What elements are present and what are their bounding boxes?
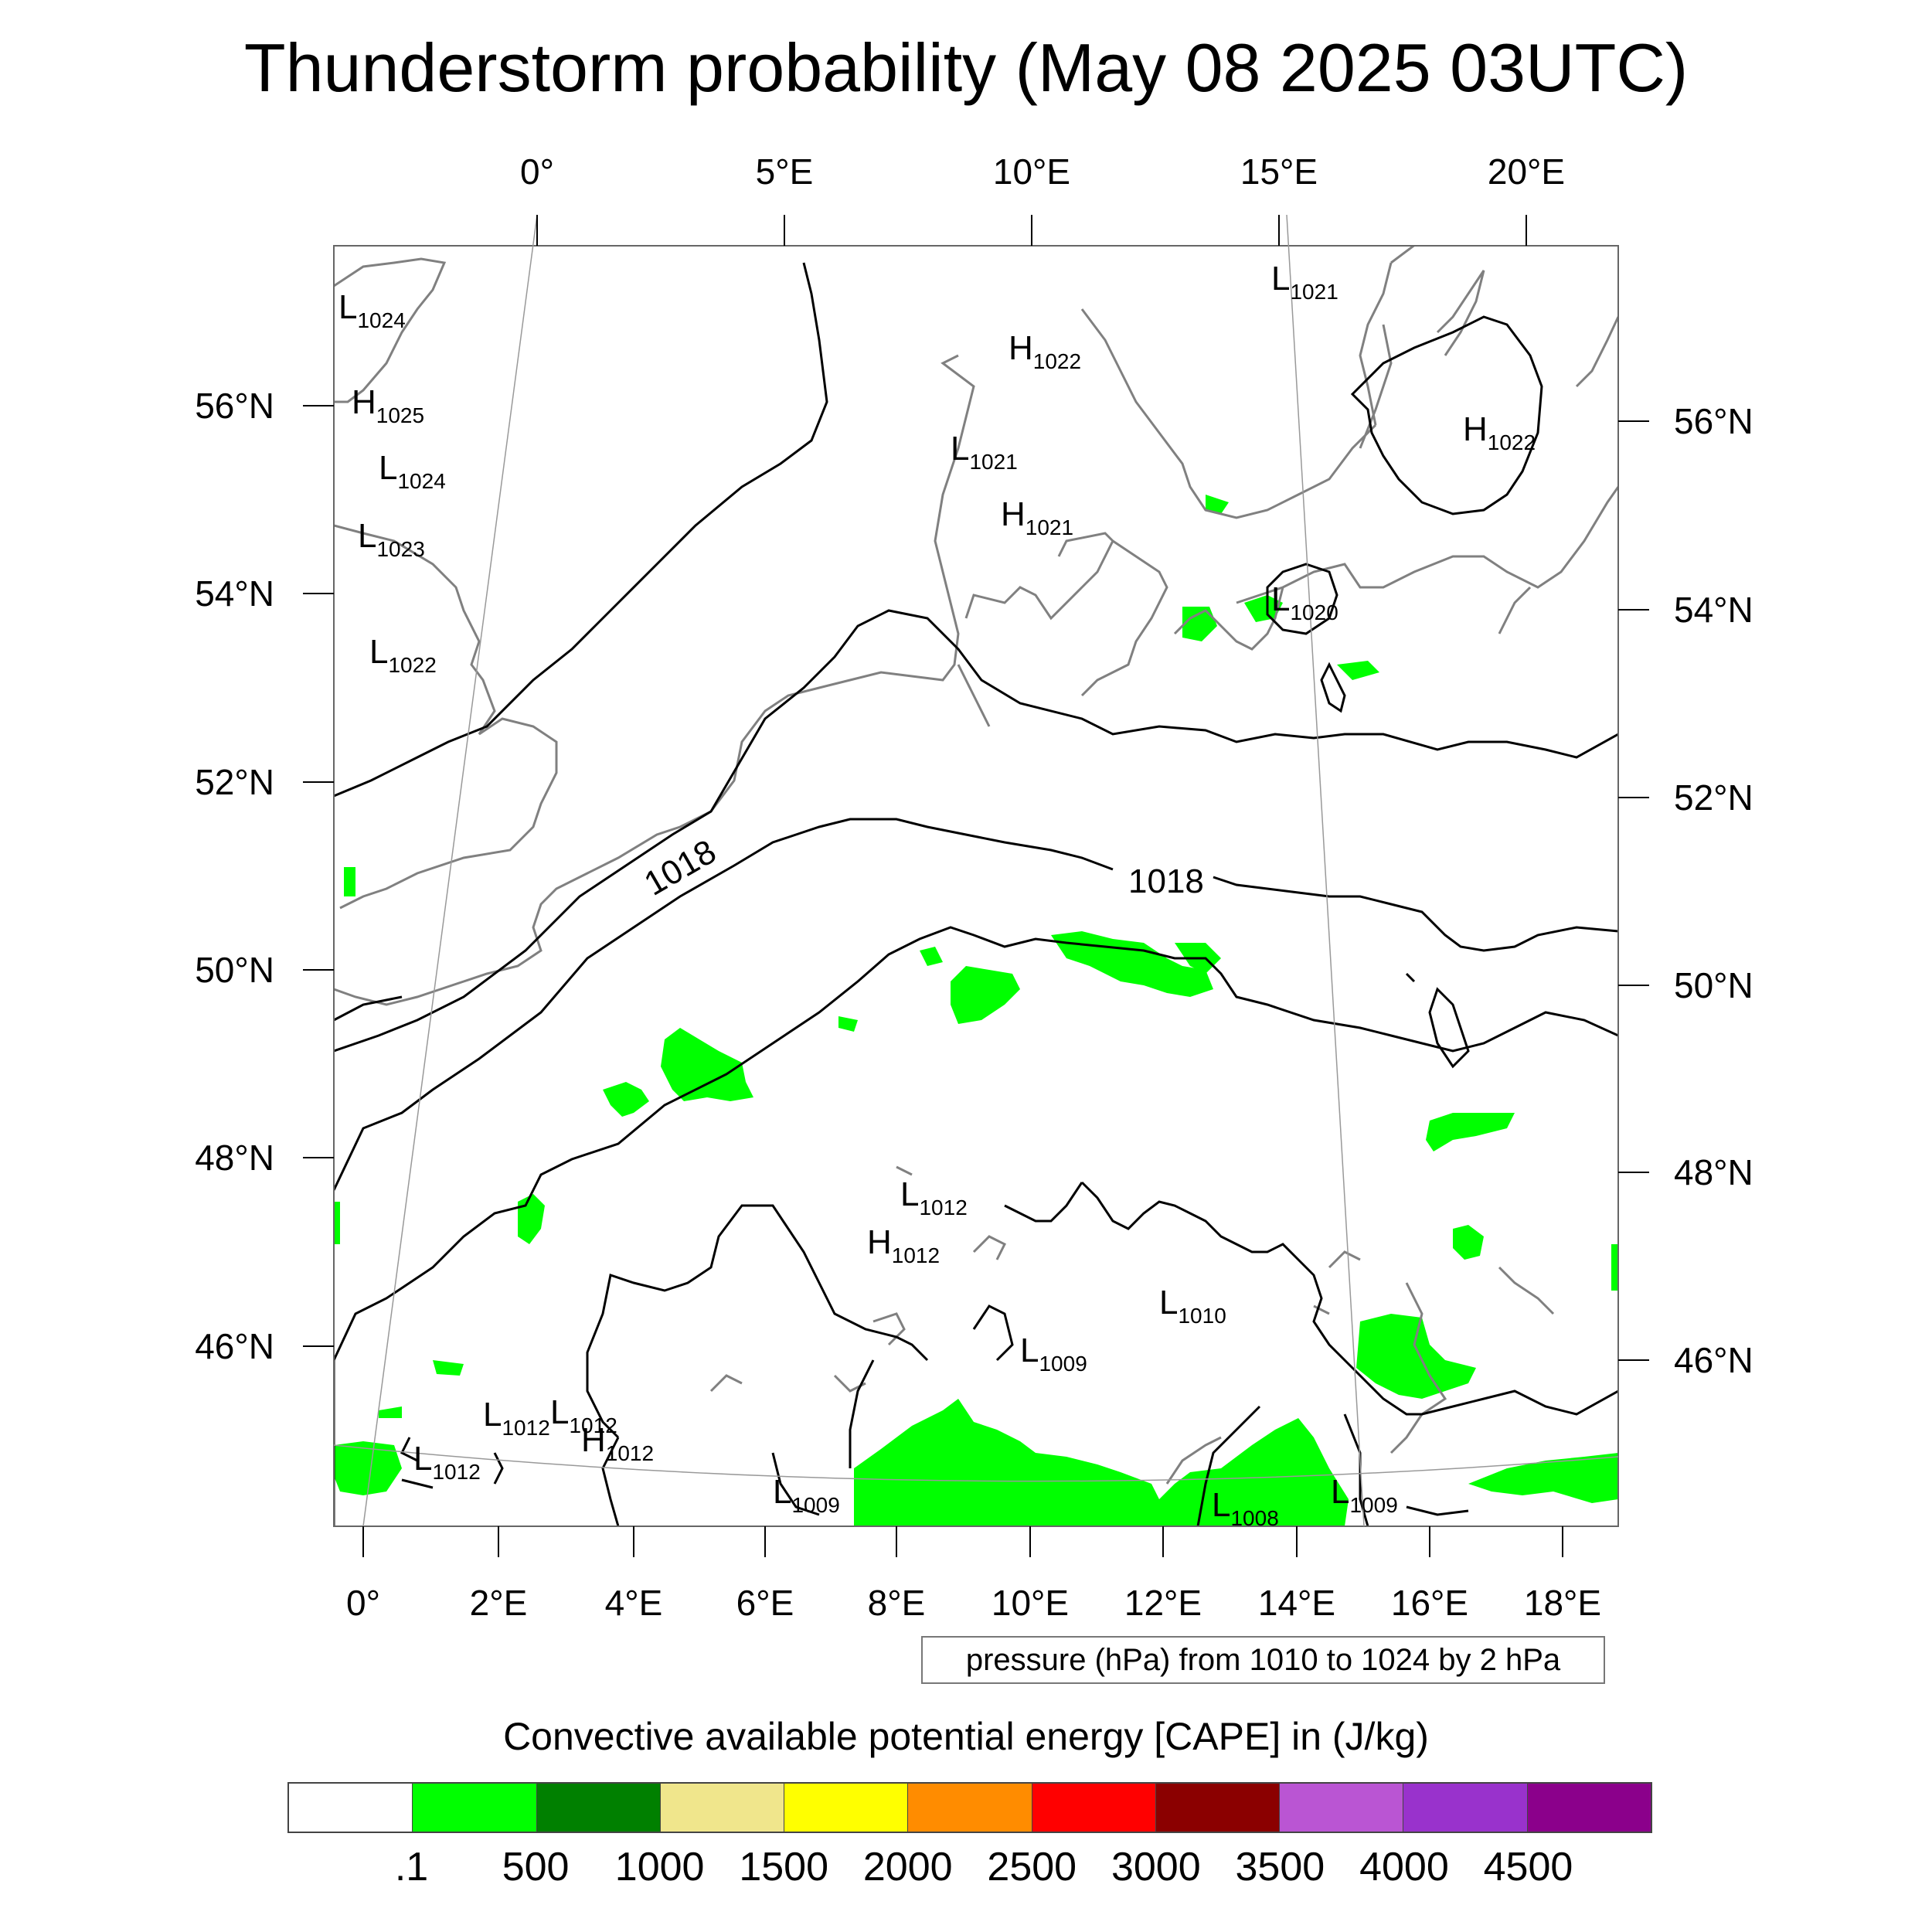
bottom-lon-label: 18°E (1524, 1583, 1601, 1623)
pressure-center-label: L1024 (338, 288, 406, 332)
bottom-lon-label: 6°E (736, 1583, 794, 1623)
pressure-center-label: L1022 (369, 633, 437, 677)
colorbar-swatch (289, 1784, 413, 1832)
isobars (334, 262, 1618, 1526)
pressure-center-label: H1021 (1001, 495, 1073, 539)
colorbar-swatch (1527, 1784, 1651, 1832)
left-lat-label: 48°N (195, 1138, 274, 1178)
page-title: Thunderstorm probability (May 08 2025 03… (243, 29, 1689, 106)
right-lat-label: 46°N (1674, 1340, 1753, 1380)
pressure-centers: L1024 H1025 L1024 L1023 L1022 H1022 L102… (338, 260, 1536, 1530)
colorbar-swatch (1403, 1784, 1528, 1832)
pressure-center-label: L1009 (1020, 1332, 1087, 1376)
left-lat-label: 50°N (195, 950, 274, 990)
pressure-center-label: L1012 (550, 1393, 617, 1437)
top-lon-label: 20°E (1488, 151, 1565, 192)
right-lat-label: 48°N (1674, 1152, 1753, 1192)
colorbar-label: 4000 (1359, 1845, 1449, 1889)
colorbar-label: 4500 (1483, 1845, 1573, 1889)
pressure-center-label: L1021 (1271, 260, 1338, 304)
contour-label: 1018 (1128, 862, 1204, 900)
right-lat-label: 54°N (1674, 590, 1753, 630)
colorbar-swatch (1155, 1784, 1281, 1832)
colorbar-swatch (1032, 1784, 1156, 1832)
colorbar-swatch (908, 1784, 1032, 1832)
pressure-center-label: L1023 (358, 517, 425, 561)
colorbar-swatch (1280, 1784, 1404, 1832)
coastlines (334, 246, 1618, 1485)
pressure-center-label: H1012 (581, 1421, 654, 1465)
colorbar (287, 1782, 1652, 1833)
left-lat-label: 54°N (195, 573, 274, 614)
colorbar-label: .1 (394, 1845, 429, 1889)
map-frame (333, 245, 1619, 1527)
graticule (333, 214, 1619, 1527)
pressure-center-label: L1021 (951, 430, 1018, 474)
pressure-center-label: L1012 (413, 1440, 481, 1484)
bottom-lon-label: 2°E (470, 1583, 528, 1623)
contour-label: 1018 (638, 832, 723, 903)
pressure-center-label: H1022 (1463, 410, 1536, 454)
pressure-center-label: L1020 (1271, 580, 1338, 624)
bottom-lon-label: 10°E (992, 1583, 1069, 1623)
right-lat-label: 52°N (1674, 777, 1753, 818)
pressure-center-label: L1008 (1212, 1486, 1279, 1530)
pressure-center-label: H1022 (1009, 329, 1081, 373)
colorbar-swatch (784, 1784, 909, 1832)
colorbar-label: 3500 (1235, 1845, 1325, 1889)
colorbar-label: 500 (502, 1845, 570, 1889)
colorbar-label: 1500 (739, 1845, 829, 1889)
colorbar-label: 2500 (987, 1845, 1077, 1889)
top-lon-label: 10°E (993, 151, 1070, 192)
colorbar-swatch (413, 1784, 537, 1832)
colorbar-label: 1000 (614, 1845, 705, 1889)
top-lon-label: 5°E (756, 151, 814, 192)
pressure-center-label: H1012 (867, 1223, 940, 1267)
bottom-lon-label: 0° (346, 1583, 380, 1623)
top-lon-label: 0° (520, 151, 554, 192)
bottom-lon-label: 16°E (1391, 1583, 1468, 1623)
pressure-center-label: L1010 (1159, 1284, 1226, 1328)
bottom-lon-label: 12°E (1124, 1583, 1202, 1623)
left-lat-label: 46°N (195, 1326, 274, 1366)
colorbar-swatch (660, 1784, 785, 1832)
pressure-center-label: L1024 (379, 449, 446, 493)
pressure-center-label: L1009 (773, 1473, 840, 1517)
right-lat-label: 56°N (1674, 401, 1753, 441)
right-lat-label: 50°N (1674, 965, 1753, 1005)
colorbar-label: 2000 (862, 1845, 953, 1889)
pressure-center-label: L1012 (900, 1175, 968, 1219)
top-lon-label: 15°E (1240, 151, 1318, 192)
ticks (303, 215, 1649, 1557)
bottom-lon-label: 14°E (1258, 1583, 1335, 1623)
colorbar-label: 3000 (1111, 1845, 1201, 1889)
colorbar-swatch (536, 1784, 661, 1832)
left-lat-label: 56°N (195, 386, 274, 426)
left-lat-label: 52°N (195, 762, 274, 802)
pressure-center-label: L1012 (483, 1396, 550, 1440)
bottom-lon-label: 4°E (605, 1583, 663, 1623)
pressure-center-label: L1009 (1331, 1473, 1398, 1517)
bottom-lon-label: 8°E (868, 1583, 926, 1623)
legend-title: Convective available potential energy [C… (503, 1715, 1429, 1758)
pressure-center-label: H1025 (352, 383, 424, 427)
cape-areas (334, 495, 1618, 1526)
contour-info-box: pressure (hPa) from 1010 to 1024 by 2 hP… (921, 1636, 1605, 1684)
